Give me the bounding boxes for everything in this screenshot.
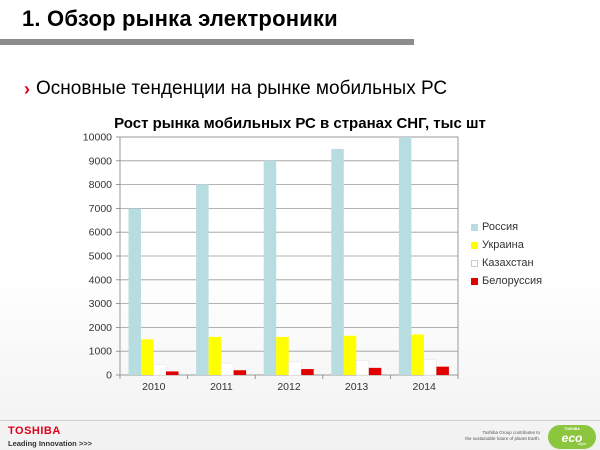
x-tick-label: 2012	[277, 381, 301, 393]
legend-item: Казахстан	[471, 254, 542, 272]
bar	[343, 335, 357, 375]
bar	[233, 370, 247, 375]
eco-badge-word: eco	[561, 431, 583, 445]
bar	[355, 360, 370, 376]
y-tick-label: 9000	[89, 155, 113, 167]
title-underline-bar	[0, 39, 414, 45]
bullet-text: Основные тенденции на рынке мобильных РС	[36, 78, 448, 99]
bar	[196, 184, 209, 375]
bar	[263, 160, 277, 375]
chart-title: Рост рынка мобильных РС в странах СНГ, т…	[114, 115, 486, 132]
eco-statement: Toshiba Group contributes to the sustain…	[462, 430, 540, 441]
slide-footer: TOSHIBA Leading Innovation >>> Toshiba G…	[0, 408, 600, 450]
legend-item: Белоруссия	[471, 272, 542, 290]
y-tick-label: 10000	[83, 132, 112, 144]
bar	[208, 336, 222, 375]
y-tick-label: 2000	[89, 322, 113, 334]
chart-legend: Россия Украина Казахстан Белоруссия	[471, 218, 542, 290]
bar	[398, 137, 412, 375]
bar	[423, 359, 437, 376]
eco-badge-sub: style	[578, 441, 587, 446]
x-tick-label: 2010	[142, 381, 166, 393]
legend-swatch	[471, 241, 478, 249]
slide-title: 1. Обзор рынка электроники	[22, 6, 338, 31]
bar	[153, 363, 167, 376]
bar	[220, 362, 234, 376]
bar	[128, 208, 141, 375]
y-tick-label: 6000	[89, 227, 113, 239]
y-tick-label: 4000	[89, 274, 113, 286]
legend-swatch	[471, 223, 478, 231]
bar	[288, 361, 302, 376]
x-tick-label: 2013	[345, 381, 369, 393]
x-tick-label: 2014	[413, 381, 437, 393]
legend-label: Белоруссия	[482, 275, 543, 287]
chevron-right-icon: ›	[24, 79, 30, 99]
legend-swatch	[471, 277, 478, 285]
y-tick-label: 5000	[89, 251, 113, 263]
bar	[368, 367, 382, 375]
legend-item: Россия	[471, 218, 542, 236]
legend-label: Россия	[482, 221, 519, 233]
y-tick-label: 0	[106, 370, 112, 382]
y-tick-label: 8000	[89, 179, 113, 191]
legend-swatch	[471, 259, 478, 267]
eco-style-badge: TOSHIBA eco style	[548, 425, 596, 449]
legend-label: Украина	[482, 239, 524, 251]
y-tick-label: 1000	[89, 346, 113, 358]
footer-divider	[0, 420, 600, 421]
bar	[166, 371, 179, 375]
eco-badge-brand: TOSHIBA	[564, 427, 580, 431]
bar	[276, 336, 289, 375]
bar	[141, 339, 154, 375]
legend-label: Казахстан	[482, 257, 534, 269]
eco-statement-line: Toshiba Group contributes to	[482, 430, 540, 435]
bar	[411, 334, 424, 375]
x-tick-label: 2011	[210, 381, 233, 393]
bar	[301, 369, 314, 375]
y-tick-label: 7000	[89, 203, 113, 215]
toshiba-logo: TOSHIBA	[8, 425, 61, 437]
bar	[331, 148, 344, 375]
legend-item: Украина	[471, 236, 542, 254]
bar	[436, 366, 449, 375]
bullet-line: › Основные тенденции на рынке мобильных …	[24, 78, 447, 100]
y-tick-label: 3000	[89, 298, 113, 310]
eco-statement-line: the sustainable future of planet Earth.	[465, 435, 540, 441]
tagline: Leading Innovation >>>	[8, 439, 92, 448]
